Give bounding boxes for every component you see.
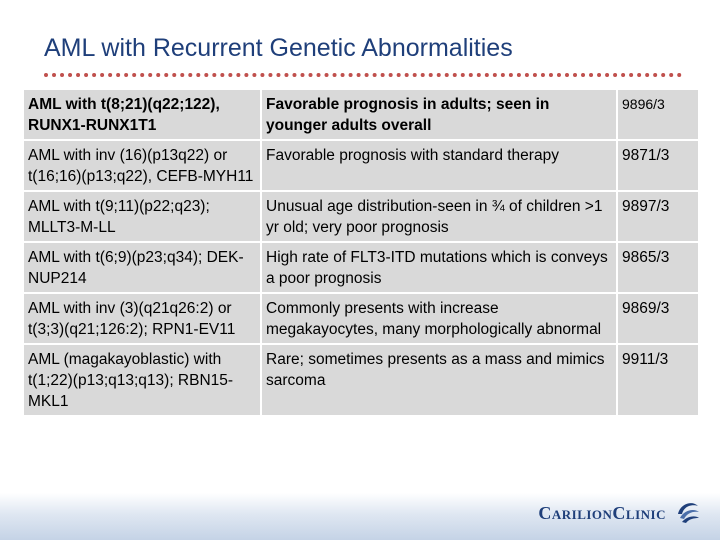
abnormality-cell: AML with t(9;11)(p22;q23); MLLT3-M-LL [22,190,262,243]
code-cell: 9865/3 [616,241,700,294]
table-row: AML with t(9;11)(p22;q23); MLLT3-M-LL Un… [22,190,700,243]
table-row: AML with inv (16)(p13q22) or t(16;16)(p1… [22,139,700,192]
abnormality-cell: AML (magakayoblastic) with t(1;22)(p13;q… [22,343,262,417]
description-cell: Favorable prognosis with standard therap… [260,139,618,192]
abnormality-cell: AML with inv (3)(q21q26:2) or t(3;3)(q21… [22,292,262,345]
description-cell: Unusual age distribution-seen in ¾ of ch… [260,190,618,243]
carilion-swirl-icon [672,496,702,531]
code-cell: 9871/3 [616,139,700,192]
code-cell: 9869/3 [616,292,700,345]
slide-title: AML with Recurrent Genetic Abnormalities [44,34,513,62]
table-row: AML with t(6;9)(p23;q34); DEK-NUP214 Hig… [22,241,700,294]
title-divider [44,73,682,77]
code-cell: 9911/3 [616,343,700,417]
code-cell: 9896/3 [616,90,700,141]
abnormality-cell: AML with inv (16)(p13q22) or t(16;16)(p1… [22,139,262,192]
table-row: AML with inv (3)(q21q26:2) or t(3;3)(q21… [22,292,700,345]
footer-bar: CarilionClinic [0,493,720,540]
table-row: AML with t(8;21)(q22;122), RUNX1-RUNX1T1… [22,90,700,141]
abnormality-cell: AML with t(8;21)(q22;122), RUNX1-RUNX1T1 [22,90,262,141]
description-cell: Favorable prognosis in adults; seen in y… [260,90,618,141]
code-cell: 9897/3 [616,190,700,243]
description-cell: High rate of FLT3-ITD mutations which is… [260,241,618,294]
abnormalities-table: AML with t(8;21)(q22;122), RUNX1-RUNX1T1… [22,90,700,417]
description-cell: Rare; sometimes presents as a mass and m… [260,343,618,417]
table-row: AML (magakayoblastic) with t(1;22)(p13;q… [22,343,700,417]
carilion-logo: CarilionClinic [538,496,702,531]
description-cell: Commonly presents with increase megakayo… [260,292,618,345]
logo-text: CarilionClinic [538,503,666,523]
abnormality-cell: AML with t(6;9)(p23;q34); DEK-NUP214 [22,241,262,294]
